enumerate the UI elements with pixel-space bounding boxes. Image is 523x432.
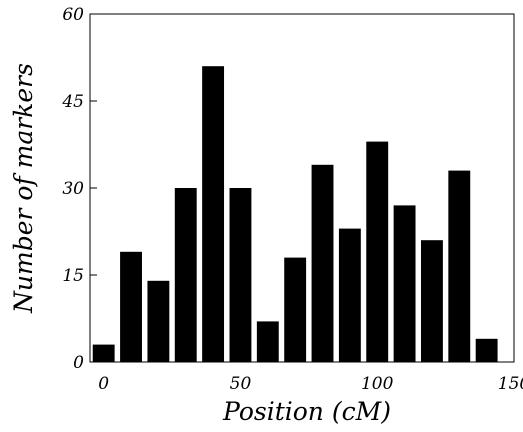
y-axis-ticks: 0 15 30 45 60: [61, 5, 97, 373]
bar-140: [475, 338, 498, 362]
bar-40: [202, 66, 225, 362]
bar-0: [92, 344, 115, 362]
y-tick-label: 45: [61, 92, 84, 112]
x-tick-label: 100: [361, 374, 394, 394]
bar-50: [229, 188, 252, 362]
bar-30: [174, 188, 197, 362]
bar-120: [420, 240, 443, 362]
y-tick-label: 15: [62, 266, 84, 286]
y-axis-label: Number of markers: [9, 63, 38, 314]
x-tick-label: 50: [230, 374, 252, 394]
bar-60: [256, 321, 279, 362]
x-axis-label: Position (cM): [222, 397, 391, 426]
bars-group: [92, 66, 498, 362]
bar-90: [338, 228, 361, 362]
x-tick-label: 150: [498, 374, 523, 394]
bar-110: [393, 205, 416, 362]
bar-70: [284, 257, 307, 362]
x-axis-ticks: 0 50 100 150: [98, 355, 523, 394]
bar-20: [147, 280, 170, 362]
bar-10: [120, 251, 142, 362]
y-tick-label: 0: [73, 353, 84, 373]
y-tick-label: 60: [62, 5, 84, 25]
bar-100: [366, 141, 389, 362]
bar-130: [448, 170, 471, 362]
bar-80: [311, 164, 334, 362]
y-tick-label: 30: [62, 179, 84, 199]
x-tick-label: 0: [98, 374, 109, 394]
